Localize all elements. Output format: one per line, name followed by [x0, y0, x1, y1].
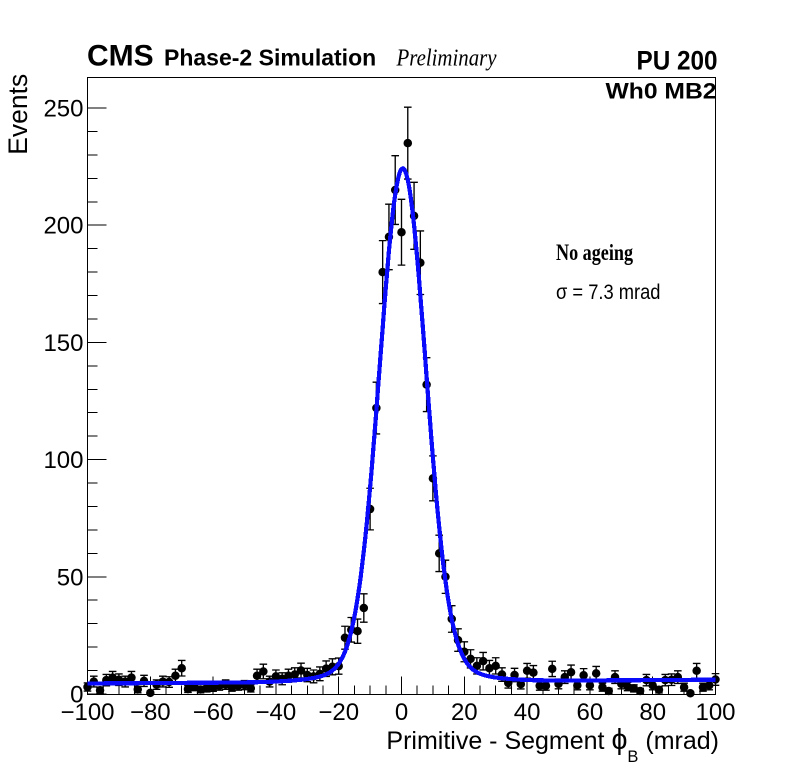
svg-text:PU 200: PU 200 [637, 46, 718, 76]
svg-text:Preliminary: Preliminary [396, 46, 497, 72]
svg-text:100: 100 [695, 699, 735, 726]
svg-text:−40: −40 [256, 699, 297, 726]
svg-text:Phase-2 Simulation: Phase-2 Simulation [164, 45, 376, 71]
svg-text:CMS: CMS [87, 40, 154, 73]
svg-text:Events: Events [3, 74, 33, 155]
svg-text:20: 20 [451, 699, 478, 726]
svg-text:0: 0 [395, 699, 408, 726]
svg-text:50: 50 [57, 564, 84, 591]
svg-text:200: 200 [43, 213, 83, 240]
svg-text:150: 150 [43, 330, 83, 357]
svg-text:No ageing: No ageing [556, 240, 633, 265]
svg-text:−20: −20 [318, 699, 359, 726]
svg-text:80: 80 [639, 699, 666, 726]
svg-text:Wh0 MB2: Wh0 MB2 [606, 79, 717, 104]
svg-text:−60: −60 [193, 699, 234, 726]
svg-text:250: 250 [43, 96, 83, 123]
svg-text:100: 100 [43, 447, 83, 474]
svg-text:40: 40 [514, 699, 541, 726]
svg-text:60: 60 [577, 699, 604, 726]
svg-text:0: 0 [70, 682, 83, 709]
svg-text:−80: −80 [130, 699, 171, 726]
svg-text:σ = 7.3 mrad: σ = 7.3 mrad [556, 281, 661, 304]
svg-text:−100: −100 [60, 699, 114, 726]
